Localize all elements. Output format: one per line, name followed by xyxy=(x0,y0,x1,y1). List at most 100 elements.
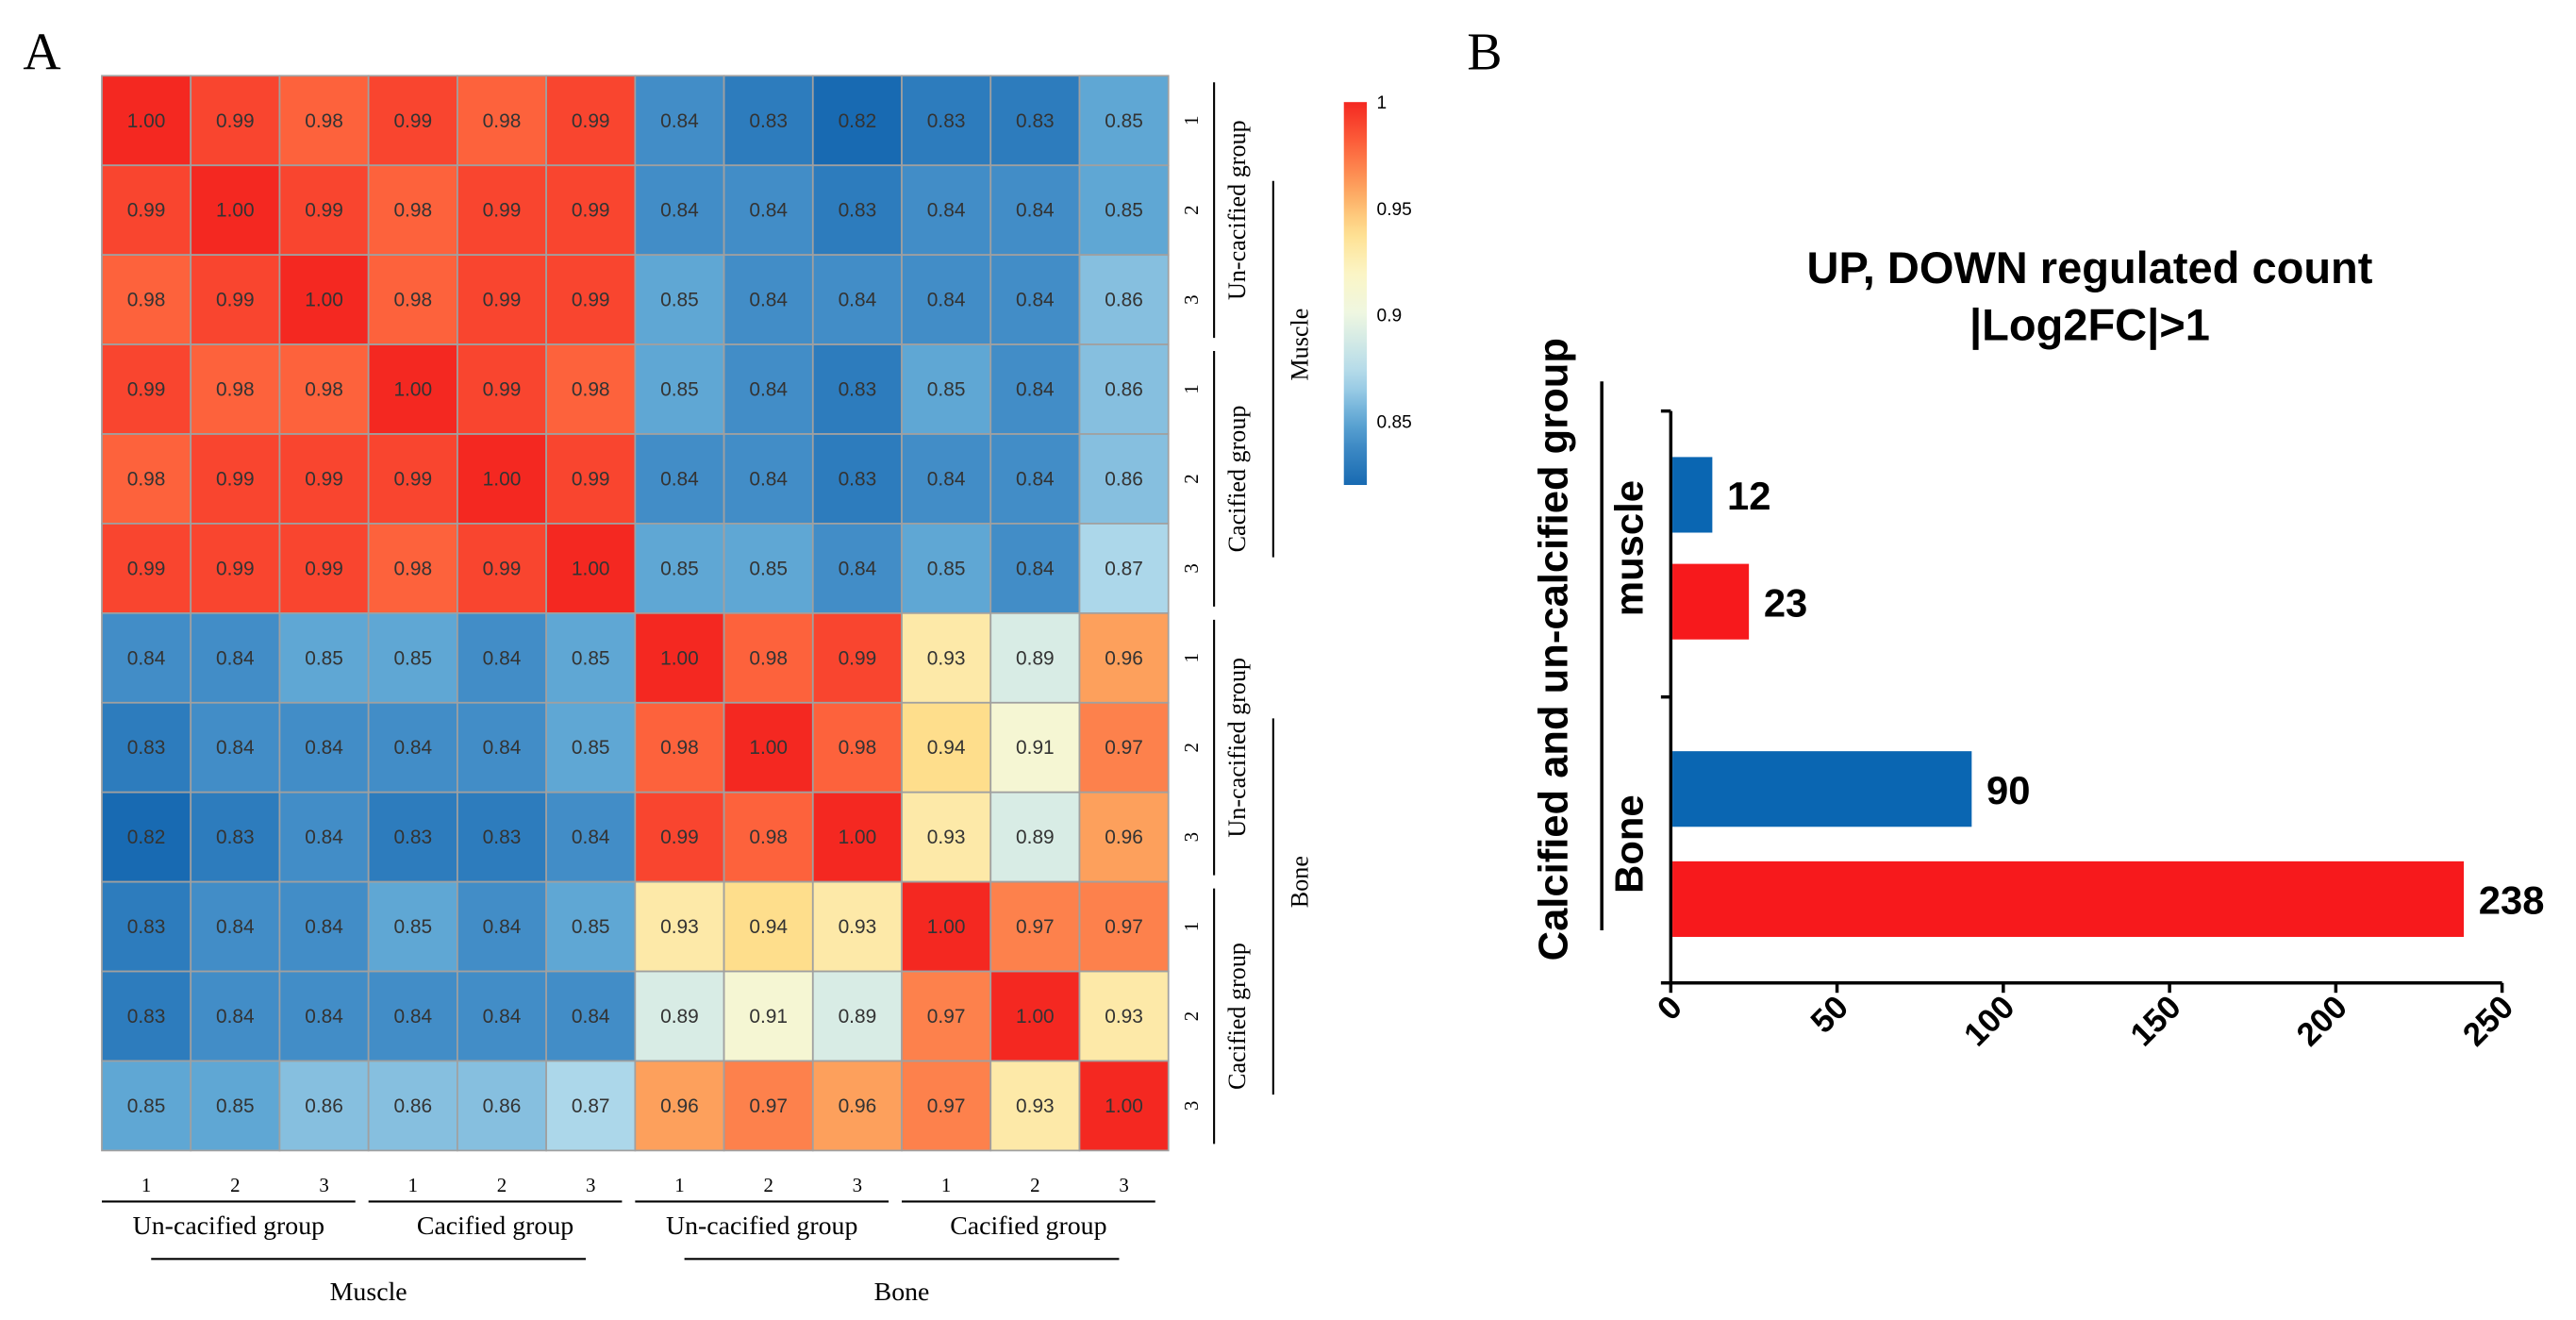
row-label: 2 xyxy=(1180,1011,1203,1021)
heatmap-cell xyxy=(367,343,458,435)
heatmap-cell xyxy=(101,970,192,1062)
heatmap-cell-value: 0.83 xyxy=(393,827,432,848)
heatmap-cell xyxy=(989,701,1081,794)
heatmap-cell xyxy=(723,75,814,167)
heatmap-cell-value: 0.97 xyxy=(927,1095,966,1117)
heatmap-cell-value: 1.00 xyxy=(927,916,966,938)
heatmap-cell xyxy=(367,701,458,794)
heatmap-cell-value: 0.84 xyxy=(483,647,522,669)
heatmap-cell-value: 0.98 xyxy=(305,379,343,401)
category-label: muscle xyxy=(1607,480,1652,616)
row-group-label: Cacified group xyxy=(1223,406,1251,553)
heatmap-cell xyxy=(367,164,458,257)
row-label: 3 xyxy=(1180,563,1203,573)
heatmap-cell-value: 0.85 xyxy=(393,916,432,938)
row-label: 3 xyxy=(1180,294,1203,304)
heatmap-cell-value: 0.98 xyxy=(127,468,166,490)
heatmap-cell-value: 0.85 xyxy=(927,379,966,401)
heatmap-cell-value: 0.99 xyxy=(572,200,610,222)
heatmap-cell-value: 0.98 xyxy=(572,379,610,401)
heatmap-cell xyxy=(101,254,192,345)
row-label: 2 xyxy=(1180,205,1203,214)
heatmap-cell xyxy=(811,611,903,704)
colorbar-tick-label: 0.95 xyxy=(1377,200,1412,220)
heatmap-cell-value: 0.98 xyxy=(839,737,877,759)
heatmap-cell xyxy=(457,254,547,345)
heatmap-cell-value: 0.84 xyxy=(393,1006,432,1028)
heatmap-cell-value: 0.83 xyxy=(839,379,877,401)
heatmap-cell-value: 0.99 xyxy=(483,200,522,222)
heatmap-cell xyxy=(278,254,370,345)
heatmap-cell-value: 0.99 xyxy=(127,379,166,401)
heatmap-cell xyxy=(723,791,814,883)
heatmap-cell-value: 0.98 xyxy=(749,827,788,848)
heatmap-cell-value: 1.00 xyxy=(216,200,255,222)
heatmap-cell-value: 0.99 xyxy=(305,468,343,490)
bar-chart-title-line1: UP, DOWN regulated count xyxy=(1806,242,2372,292)
heatmap-cell xyxy=(190,1060,281,1152)
column-label: 3 xyxy=(1119,1174,1128,1196)
heatmap-cell-value: 0.91 xyxy=(749,1006,788,1028)
heatmap-cell-value: 0.93 xyxy=(1016,1095,1055,1117)
heatmap-cell xyxy=(901,523,992,614)
heatmap-cell-value: 0.93 xyxy=(927,647,966,669)
heatmap-cell-value: 0.84 xyxy=(305,827,343,848)
bar-up xyxy=(1672,563,1750,640)
heatmap-cell-value: 0.85 xyxy=(393,647,432,669)
heatmap-cell-value: 0.84 xyxy=(749,290,788,311)
column-label: 1 xyxy=(941,1174,951,1196)
heatmap-cell xyxy=(723,433,814,525)
heatmap-cell-value: 0.84 xyxy=(839,558,877,579)
heatmap-cell xyxy=(811,791,903,883)
heatmap-cell xyxy=(989,433,1081,525)
heatmap-cell-value: 0.98 xyxy=(393,290,432,311)
heatmap-cell-value: 0.99 xyxy=(216,468,255,490)
bar-value-label: 238 xyxy=(2479,878,2545,923)
heatmap-cell-value: 0.84 xyxy=(216,647,255,669)
colorbar: 1 0.95 0.9 0.85 xyxy=(1343,93,1412,486)
heatmap-cell xyxy=(190,164,281,257)
heatmap-cell xyxy=(1078,75,1170,167)
heatmap-cell-value: 0.85 xyxy=(127,1095,166,1117)
heatmap-cell xyxy=(1078,523,1170,614)
heatmap-cell-value: 0.85 xyxy=(660,290,699,311)
heatmap-cell-value: 0.84 xyxy=(483,916,522,938)
heatmap-cell-value: 1.00 xyxy=(572,558,610,579)
row-label: 1 xyxy=(1180,653,1203,662)
row-group-label: Un-cacified group xyxy=(1223,120,1251,300)
heatmap-cell-value: 0.85 xyxy=(572,737,610,759)
heatmap-cell-value: 0.84 xyxy=(483,737,522,759)
x-tick-label: 150 xyxy=(2123,989,2188,1054)
heatmap-cell xyxy=(545,343,637,435)
heatmap-cell-value: 1.00 xyxy=(393,379,432,401)
heatmap-cell-value: 0.99 xyxy=(572,468,610,490)
row-tissue-label: Muscle xyxy=(1286,309,1313,381)
heatmap-cell-value: 0.84 xyxy=(216,737,255,759)
heatmap-cell-value: 0.97 xyxy=(927,1006,966,1028)
heatmap-cell xyxy=(545,75,637,167)
bar-value-label: 90 xyxy=(1986,768,2031,812)
heatmap-cell xyxy=(457,880,547,973)
heatmap-cell-value: 0.85 xyxy=(216,1095,255,1117)
heatmap-cell-value: 0.82 xyxy=(839,110,877,132)
heatmap-cell xyxy=(901,611,992,704)
heatmap-cell xyxy=(811,970,903,1062)
heatmap-cell-value: 0.99 xyxy=(305,200,343,222)
heatmap-cell-value: 0.85 xyxy=(1105,200,1143,222)
heatmap-cell xyxy=(989,880,1081,973)
heatmap-cell-value: 0.85 xyxy=(749,558,788,579)
heatmap-cell xyxy=(457,1060,547,1152)
heatmap-cell-value: 0.86 xyxy=(1105,290,1143,311)
heatmap-cell xyxy=(278,343,370,435)
heatmap-cell xyxy=(989,791,1081,883)
heatmap-cell-value: 0.84 xyxy=(572,1006,610,1028)
heatmap-cell-value: 0.85 xyxy=(572,916,610,938)
heatmap-cell-value: 1.00 xyxy=(1016,1006,1055,1028)
heatmap-cell-value: 0.84 xyxy=(927,290,966,311)
heatmap-cell xyxy=(278,611,370,704)
heatmap-cell xyxy=(989,970,1081,1062)
column-label: 1 xyxy=(141,1174,151,1196)
heatmap-cell-value: 0.84 xyxy=(660,200,699,222)
heatmap-cell-value: 0.84 xyxy=(1016,200,1055,222)
